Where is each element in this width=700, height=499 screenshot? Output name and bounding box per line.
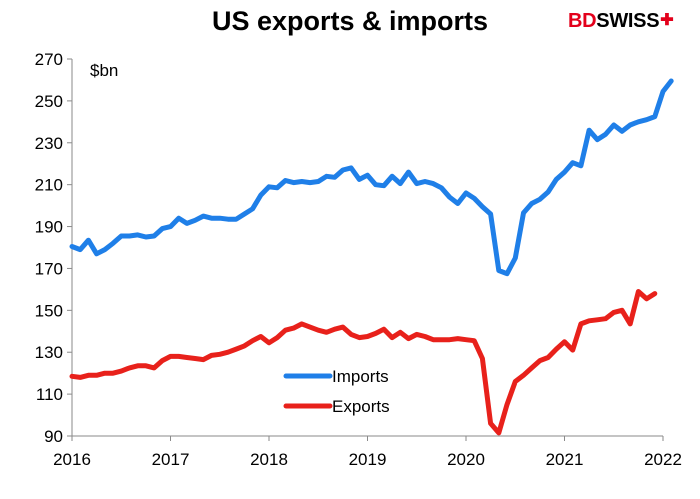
- y-tick-label: 190: [35, 218, 63, 237]
- series-line-imports: [69, 78, 674, 277]
- x-tick-label: 2020: [447, 450, 485, 469]
- chart-title: US exports & imports: [211, 6, 489, 36]
- x-tick-label: 2021: [546, 450, 584, 469]
- x-tick-label: 2018: [250, 450, 288, 469]
- x-tick-label: 2022: [644, 450, 682, 469]
- x-tick-label: 2019: [349, 450, 387, 469]
- bdswiss-logo: BDSWISS✚: [568, 10, 674, 32]
- y-tick-label: 90: [44, 427, 63, 446]
- x-tick-label: 2016: [53, 450, 91, 469]
- x-tick-label: 2017: [152, 450, 190, 469]
- y-tick-label: 210: [35, 176, 63, 195]
- y-unit-label: $bn: [90, 61, 118, 80]
- y-tick-label: 110: [36, 385, 63, 404]
- series-line-exports: [69, 289, 658, 436]
- legend-label-imports: Imports: [332, 367, 389, 386]
- y-tick-label: 170: [35, 259, 63, 278]
- y-tick-label: 130: [35, 343, 63, 362]
- y-tick-label: 270: [35, 50, 63, 69]
- legend-label-exports: Exports: [332, 397, 390, 416]
- y-tick-label: 150: [35, 301, 63, 320]
- y-tick-label: 250: [35, 92, 63, 111]
- y-tick-label: 230: [35, 134, 63, 153]
